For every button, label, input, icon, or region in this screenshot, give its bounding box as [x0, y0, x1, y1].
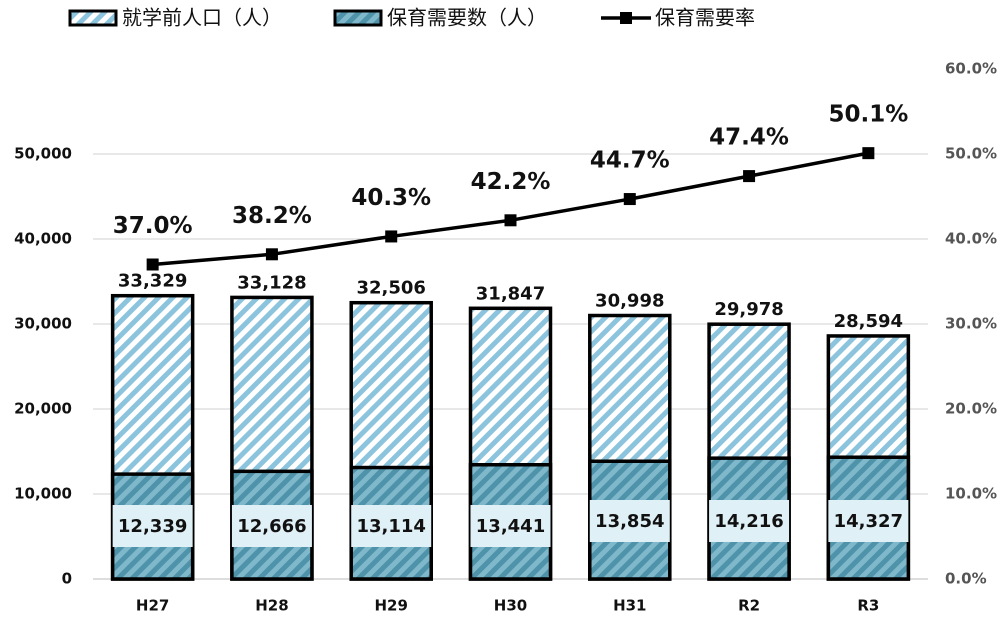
y-tick-label: 10,000 — [14, 485, 72, 503]
x-tick-label: H30 — [494, 597, 527, 615]
x-tick-label: R3 — [857, 597, 879, 615]
y-tick-label: 30,000 — [14, 315, 72, 333]
data-label: 13,114 — [356, 516, 425, 537]
legend-swatch — [68, 9, 118, 27]
x-tick-label: H27 — [136, 597, 169, 615]
data-label: 47.4% — [709, 125, 789, 151]
y2-tick-label: 50.0% — [945, 145, 997, 163]
data-label: 31,847 — [476, 283, 545, 304]
y-tick-label: 0 — [62, 570, 72, 588]
data-label-box — [470, 505, 551, 547]
y2-tick-label: 10.0% — [945, 485, 997, 503]
marker — [146, 258, 159, 271]
y2-tick-label: 0.0% — [945, 570, 987, 588]
data-label-box — [112, 505, 193, 547]
data-label: 50.1% — [828, 102, 908, 128]
data-label: 44.7% — [590, 148, 670, 174]
data-label: 38.2% — [232, 203, 312, 229]
legend-label: 保育需要率 — [655, 6, 755, 30]
y-tick-label: 50,000 — [14, 145, 72, 163]
data-label: 28,594 — [834, 311, 903, 332]
data-label: 40.3% — [351, 185, 431, 211]
data-label: 30,998 — [595, 291, 664, 312]
y2-tick-label: 30.0% — [945, 315, 997, 333]
data-label: 33,128 — [237, 272, 306, 293]
data-label-box — [589, 500, 670, 542]
data-label: 12,339 — [118, 516, 187, 537]
marker — [743, 170, 756, 183]
data-label-box — [351, 505, 432, 547]
y2-tick-label: 20.0% — [945, 400, 997, 418]
x-tick-label: H28 — [255, 597, 288, 615]
legend-label: 就学前人口（人） — [122, 6, 282, 30]
legend-marker — [620, 12, 632, 24]
y2-tick-label: 40.0% — [945, 230, 997, 248]
data-label: 29,978 — [714, 299, 783, 320]
marker — [862, 147, 875, 160]
data-label-box — [828, 500, 909, 542]
y-tick-label: 40,000 — [14, 230, 72, 248]
x-tick-label: H29 — [374, 597, 407, 615]
x-tick-label: R2 — [738, 597, 760, 615]
legend-label: 保育需要数（人） — [387, 6, 547, 30]
marker — [623, 193, 636, 206]
data-label: 13,854 — [595, 511, 664, 532]
data-label: 14,327 — [834, 511, 903, 532]
data-label: 33,329 — [118, 271, 187, 292]
data-label: 42.2% — [471, 169, 551, 195]
y2-tick-label: 60.0% — [945, 60, 997, 78]
legend-swatch — [333, 9, 383, 27]
data-label: 32,506 — [356, 278, 425, 299]
data-label-box — [231, 505, 312, 547]
data-label: 13,441 — [476, 516, 545, 537]
y-tick-label: 20,000 — [14, 400, 72, 418]
x-tick-label: H31 — [613, 597, 646, 615]
data-label: 12,666 — [237, 516, 306, 537]
marker — [504, 214, 517, 227]
marker — [265, 248, 278, 261]
data-label: 14,216 — [714, 511, 783, 532]
data-label: 37.0% — [113, 213, 193, 239]
data-label-box — [709, 500, 790, 542]
marker — [385, 230, 398, 243]
